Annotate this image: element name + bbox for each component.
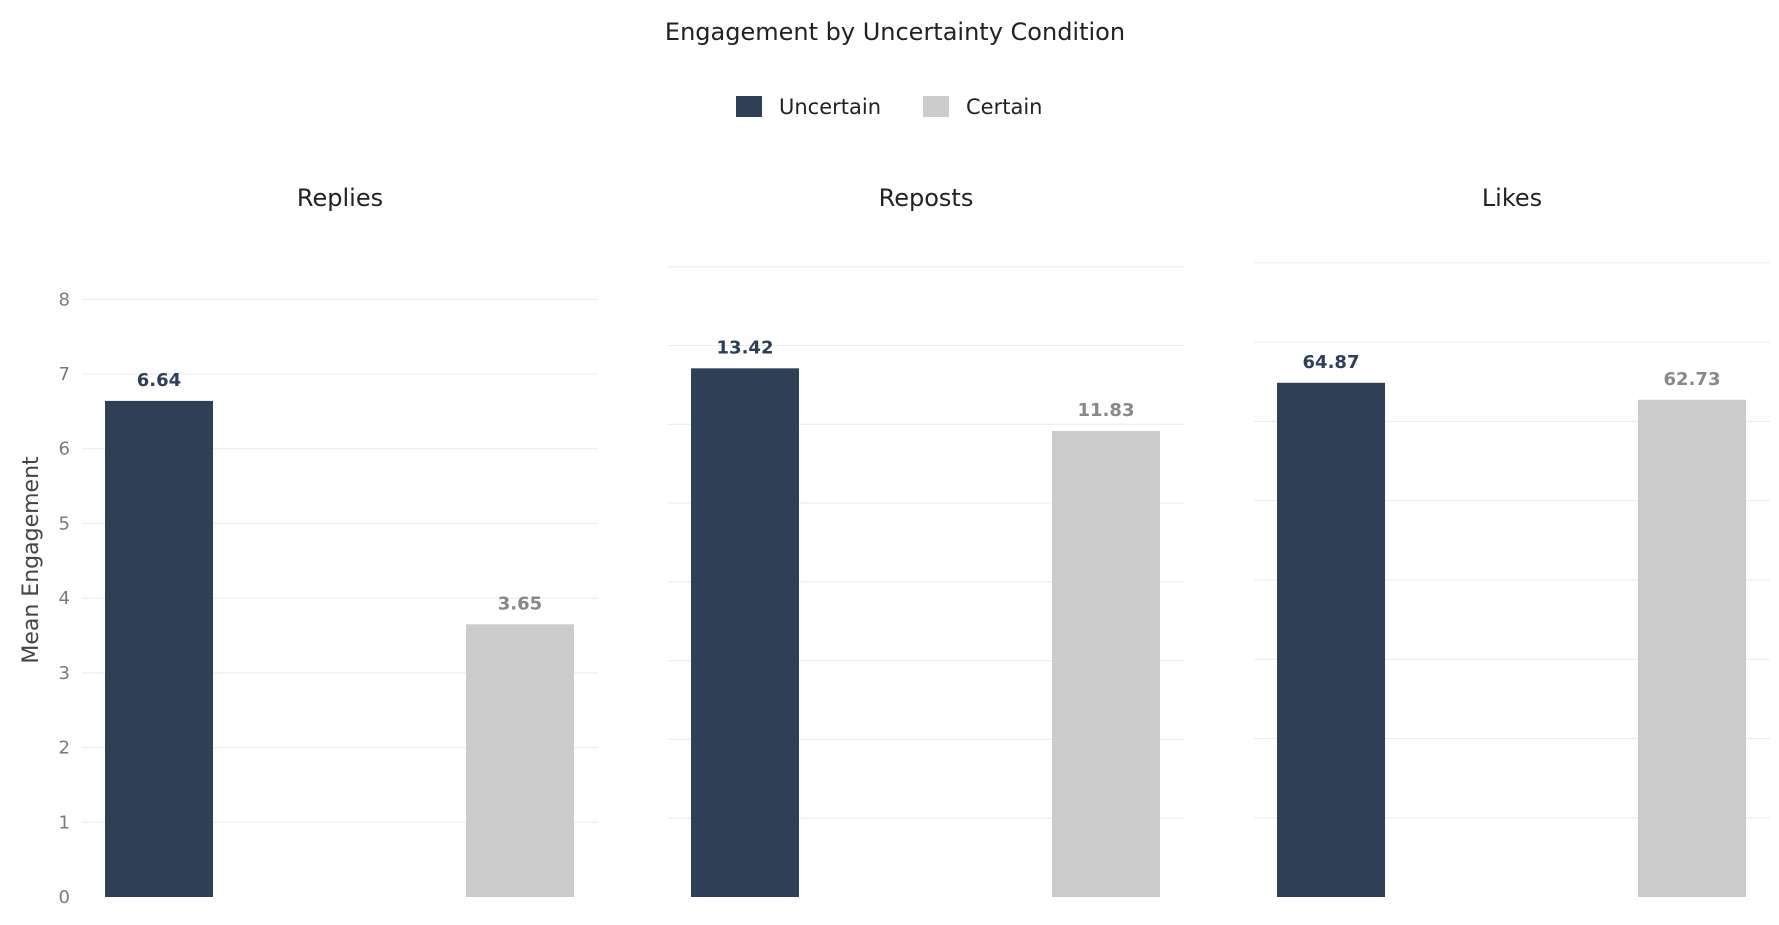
bar-replies-certain [466, 624, 574, 897]
bar-reposts-certain [1052, 430, 1160, 897]
value-label-reposts-uncertain: 13.42 [717, 337, 774, 358]
panel-title-likes: Likes [1482, 184, 1542, 212]
y-tick-label: 6 [59, 439, 70, 460]
panel-reposts: Reposts 13.42 11.83 [668, 184, 1184, 897]
bar-reposts-uncertain [691, 368, 799, 897]
value-label-replies-uncertain: 6.64 [137, 370, 181, 391]
y-tick-label: 4 [59, 588, 70, 609]
panel-likes: Likes 64.87 62.73 [1254, 184, 1770, 897]
bar-likes-certain [1638, 399, 1746, 897]
legend-label-certain: Certain [966, 95, 1042, 119]
chart-title: Engagement by Uncertainty Condition [665, 18, 1125, 46]
y-tick-label: 3 [59, 663, 70, 684]
value-label-reposts-certain: 11.83 [1078, 400, 1135, 421]
y-tick-label: 7 [59, 364, 70, 385]
legend-swatch-uncertain [736, 96, 762, 117]
y-tick-label: 5 [59, 513, 70, 534]
bar-replies-uncertain [105, 400, 213, 897]
panel-title-replies: Replies [297, 184, 383, 212]
value-label-likes-certain: 62.73 [1664, 369, 1721, 390]
y-tick-label: 2 [59, 738, 70, 759]
y-axis-label: Mean Engagement [19, 456, 44, 664]
legend: Uncertain Certain [736, 95, 1042, 119]
legend-swatch-certain [923, 96, 949, 117]
bar-likes-uncertain [1277, 382, 1385, 897]
y-tick-label: 1 [59, 812, 70, 833]
panel-replies: Replies 0 1 2 3 4 5 6 7 8 6.64 3.65 [59, 184, 598, 908]
panel-title-reposts: Reposts [879, 184, 974, 212]
value-label-replies-certain: 3.65 [498, 593, 542, 614]
y-tick-label: 8 [59, 289, 70, 310]
y-tick-label: 0 [59, 887, 70, 908]
value-label-likes-uncertain: 64.87 [1303, 352, 1360, 373]
legend-label-uncertain: Uncertain [779, 95, 881, 119]
